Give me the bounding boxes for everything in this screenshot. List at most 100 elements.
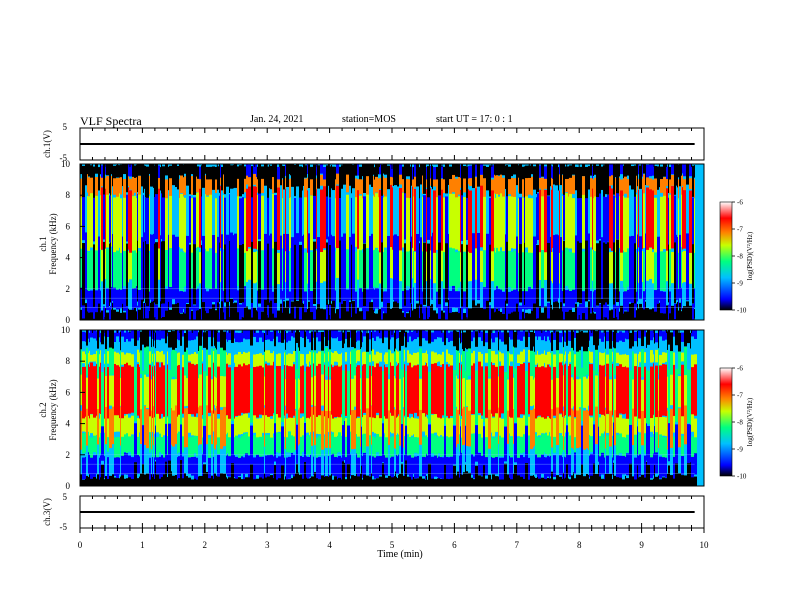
spectrogram-cell [217,433,220,454]
spectrogram-cell [632,330,634,347]
spectrogram-cell [243,339,245,352]
spectrogram-cell [129,190,132,253]
spectrogram-cell [647,463,650,486]
spectrogram-cell [463,166,466,179]
spectrogram-cell [391,436,394,457]
spectrogram-cell [440,342,442,355]
spectrogram-cell [272,164,274,178]
spectrogram-cell [564,456,565,479]
spectrogram-cell [140,331,142,351]
spectrogram-cell [197,288,199,311]
spectrogram-cell [499,457,501,480]
spectrogram-cell [498,176,500,195]
spectrogram-cell [420,237,422,305]
spectrogram-cell [576,379,579,411]
spectrogram-cell [525,424,528,464]
spectrogram-cell [109,306,110,320]
ch3-voltage-ylabel: ch.3(V) [42,498,52,526]
spectrogram-cell [137,364,139,416]
spectrogram-cell [509,330,510,338]
spectrogram-cell [632,449,634,477]
spectrogram-cell [209,308,212,319]
spectrogram-cell [450,436,453,457]
spectrogram-cell [537,164,539,193]
spectrogram-cell [289,252,290,292]
spectrogram-cell [123,247,126,287]
spectrogram-cell [179,291,180,314]
spectrogram-cell [243,457,245,480]
spectrogram-cell [569,331,571,341]
spectrogram-cell [193,305,196,320]
spectrogram-cell [95,250,98,290]
spectrogram-cell [138,164,141,176]
spectrogram-cell [356,452,357,474]
spectrogram-cell [182,432,184,453]
spectrogram-cell [302,185,303,233]
ch2-spectrogram-ylabel-frequency: Frequency (kHz) [48,379,58,440]
spectrogram-cell [390,246,392,279]
spectrogram-cell [347,343,350,368]
spectrogram-cell [362,365,363,418]
spectrogram-cell [116,287,119,310]
spectrogram-cell [134,165,136,178]
spectrogram-cell [634,301,636,318]
spectrogram-cell [576,332,579,352]
spectrogram-cell [331,452,332,475]
spectrogram-cell [329,447,331,475]
spectrogram-cell [289,286,290,309]
spectrogram-cell [632,406,634,446]
spectrogram-cell [643,287,645,310]
spectrogram-cell [220,330,223,348]
spectrogram-cell [636,252,637,292]
spectrogram-cell [112,186,113,234]
spectrogram-cell [114,363,116,416]
spectrogram-cell [565,338,566,352]
spectrogram-cell [256,186,257,250]
spectrogram-cell [568,478,569,486]
spectrogram-cell [573,331,574,351]
spectrogram-cell [221,166,223,191]
spectrogram-cell [394,409,395,449]
spectrogram-cell [605,446,606,474]
spectrogram-cell [270,364,273,417]
spectrogram-cell [248,455,250,478]
spectrogram-cell [409,350,411,363]
spectrogram-cell [155,420,156,460]
spectrogram-cell [646,421,647,461]
spectrogram-cell [140,470,142,484]
spectrogram-cell [590,453,593,476]
spectrogram-cell [366,350,369,379]
spectrogram-cell [461,473,462,484]
spectrogram-cell [448,351,450,364]
spectrogram-cell [500,311,502,320]
spectrogram-cell [237,177,239,197]
spectrogram-cell [139,367,140,419]
spectrogram-cell [269,299,270,319]
spectrogram-cell [457,331,459,351]
spectrogram-cell [666,304,668,317]
spectrogram-cell [431,332,434,342]
spectrogram-cell [162,301,165,317]
spectrogram-cell [577,167,579,199]
spectrogram-cell [300,330,302,337]
spectrogram-cell [417,330,419,338]
spectrogram-cell [589,338,590,351]
spectrogram-cell [694,286,695,309]
spectrogram-cell [151,474,152,486]
spectrogram-cell [615,164,616,178]
spectrogram-cell [430,247,431,279]
spectrogram-cell [234,164,237,188]
spectrogram-cell [452,312,455,320]
ch1-spectrogram [80,164,695,320]
spectrogram-cell [675,345,678,369]
spectrogram-cell [568,166,569,179]
spectrogram-cell [663,291,666,314]
spectrogram-cell [171,405,172,445]
spectrogram-cell [163,437,165,458]
spectrogram-cell [488,470,491,484]
spectrogram-cell [339,193,341,241]
spectrogram-cell [291,353,293,367]
spectrogram-cell [356,332,357,342]
spectrogram-cell [419,167,420,199]
spectrogram-cell [654,330,655,344]
